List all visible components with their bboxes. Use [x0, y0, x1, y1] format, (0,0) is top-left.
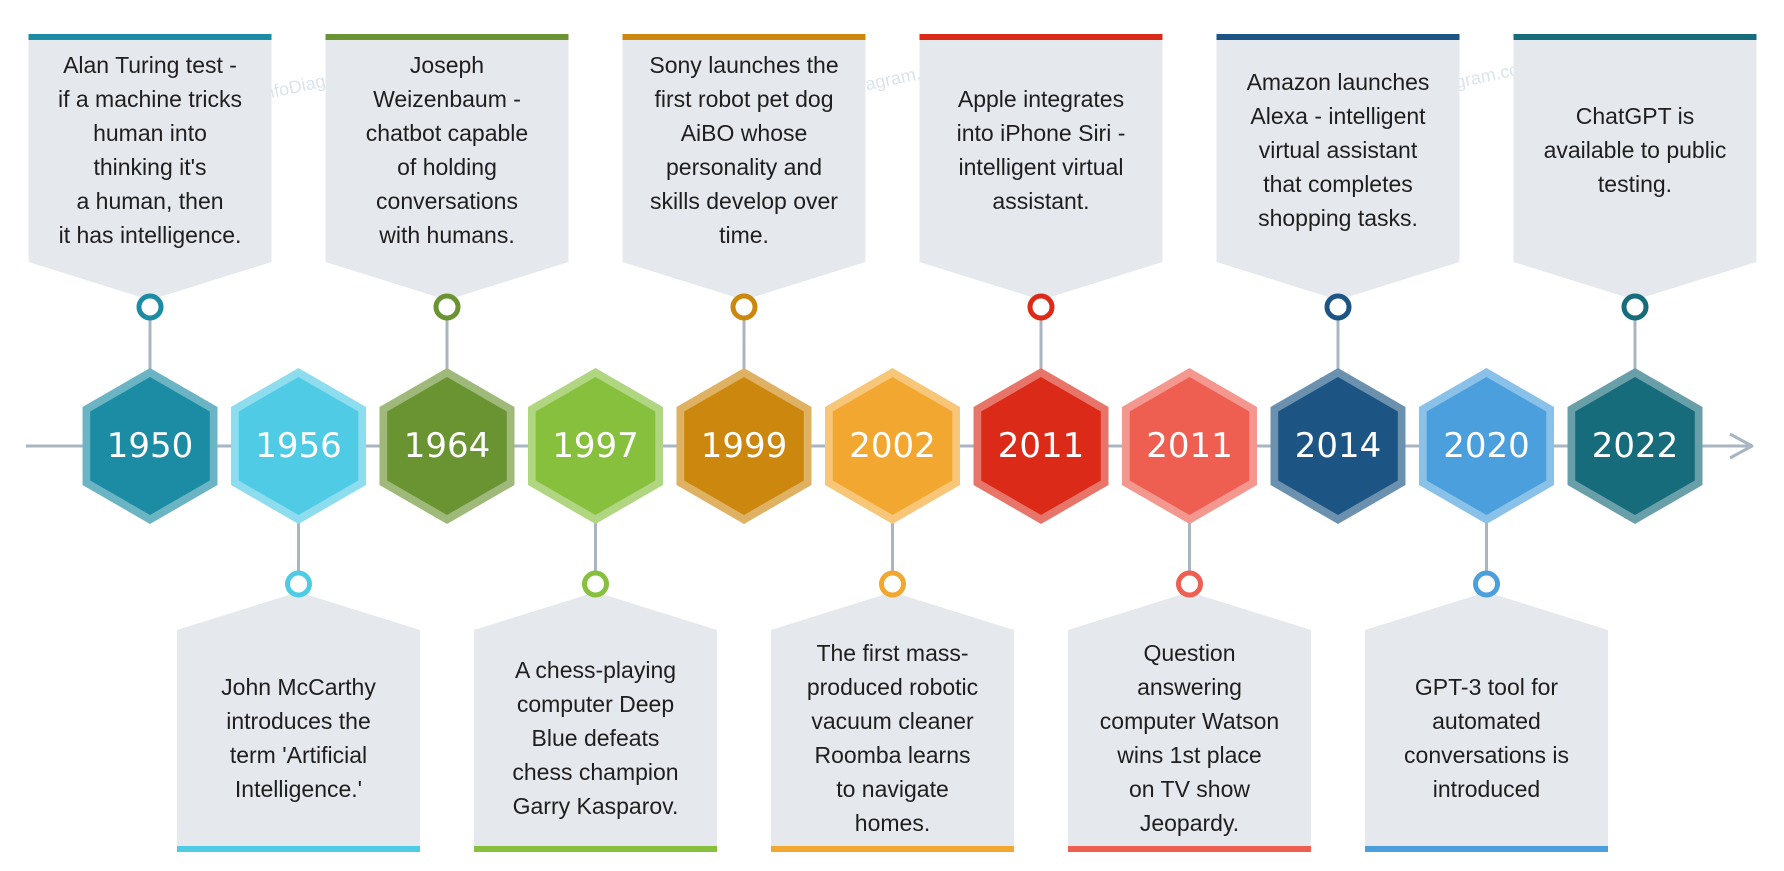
milestone-description: Alan Turing test - if a machine tricks h…	[57, 52, 243, 248]
ring-marker-icon	[433, 293, 461, 321]
callout-color-band	[177, 846, 420, 852]
year-hexagon	[387, 377, 507, 515]
milestone-callout	[1068, 592, 1311, 846]
ring-marker-icon	[879, 570, 906, 598]
year-label: 2020	[1443, 426, 1530, 466]
year-hexagon	[1426, 377, 1547, 515]
ring-marker-icon	[582, 570, 609, 598]
ring-marker-icon	[1324, 293, 1352, 321]
year-label: 1999	[700, 426, 788, 466]
year-label: 2011	[1146, 426, 1233, 466]
ring-marker-icon	[1621, 293, 1649, 321]
milestone-description: Question answering computer Watson wins …	[1099, 640, 1280, 836]
year-label: 1956	[255, 426, 342, 466]
year-label: 2011	[997, 426, 1085, 466]
callout-color-band	[28, 34, 272, 40]
year-hexagon	[90, 377, 210, 515]
milestone-callout	[1365, 592, 1608, 846]
callout-color-band	[325, 34, 569, 40]
year-label: 1950	[106, 426, 194, 466]
milestone-description: John McCarthy introduces the term 'Artif…	[221, 674, 376, 802]
milestone-description: A chess-playing computer Deep Blue defea…	[512, 657, 679, 819]
milestone-description: Joseph Weizenbaum - chatbot capable of h…	[365, 52, 529, 248]
milestone-callout	[622, 38, 866, 300]
year-hexagon	[981, 377, 1101, 515]
callout-color-band	[771, 846, 1014, 852]
milestone-description: GPT-3 tool for automated conversations i…	[1404, 674, 1569, 802]
milestone-callout	[177, 592, 420, 846]
ring-marker-icon	[1027, 293, 1055, 321]
year-hexagon	[238, 377, 359, 515]
callout-color-band	[622, 34, 866, 40]
callout-color-band	[1513, 34, 1757, 40]
year-hexagon	[684, 377, 804, 515]
year-label: 1964	[403, 426, 491, 466]
milestone-description: The first mass- produced robotic vacuum …	[806, 640, 979, 836]
milestone-callout	[771, 592, 1014, 846]
callout-color-band	[1068, 846, 1311, 852]
milestone-callout	[28, 38, 272, 300]
ring-marker-icon	[136, 293, 164, 321]
milestone-callout	[919, 38, 1163, 300]
year-hexagon	[1129, 377, 1250, 515]
ring-marker-icon	[1176, 570, 1203, 598]
ring-marker-icon	[730, 293, 758, 321]
milestone-callout	[474, 592, 717, 846]
milestone-description: Apple integrates into iPhone Siri - inte…	[956, 86, 1126, 214]
year-hexagon	[832, 377, 953, 515]
milestone-description: Sony launches the first robot pet dog Ai…	[649, 52, 839, 248]
milestone-description: ChatGPT is available to public testing.	[1543, 103, 1727, 197]
year-label: 2002	[849, 426, 936, 466]
milestone-description: Amazon launches Alexa - intelligent virt…	[1246, 69, 1430, 231]
year-label: 1997	[552, 426, 639, 466]
callout-color-band	[1216, 34, 1460, 40]
callout-color-band	[919, 34, 1163, 40]
arrow-head-icon	[1729, 432, 1754, 460]
callout-color-band	[474, 846, 717, 852]
ring-marker-icon	[1473, 570, 1500, 598]
milestone-callout	[325, 38, 569, 300]
callout-color-band	[1365, 846, 1608, 852]
milestone-callout	[1513, 38, 1757, 300]
year-hexagon	[1575, 377, 1695, 515]
year-label: 2022	[1591, 426, 1679, 466]
milestone-callout	[1216, 38, 1460, 300]
year-hexagon	[535, 377, 656, 515]
ring-marker-icon	[285, 570, 312, 598]
year-label: 2014	[1294, 426, 1382, 466]
year-hexagon	[1278, 377, 1398, 515]
